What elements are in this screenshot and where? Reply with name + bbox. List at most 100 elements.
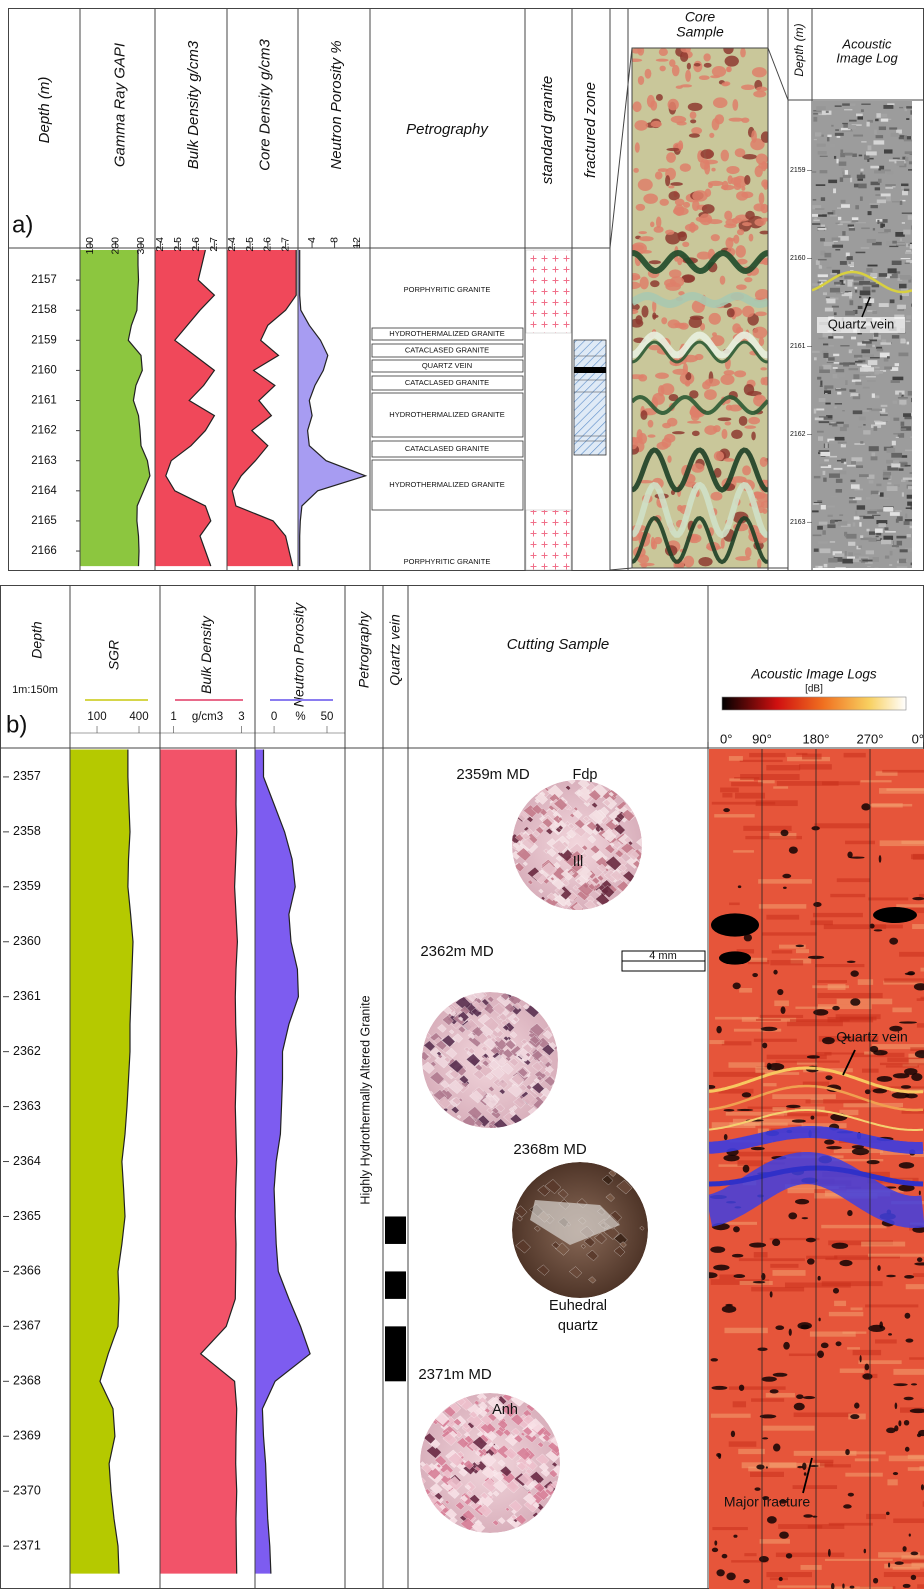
- acoustic-speck: [848, 500, 857, 504]
- core-vein: [632, 331, 768, 359]
- acoustic-speck: [813, 501, 823, 503]
- acoustic-speck: [878, 232, 889, 234]
- grain: [616, 812, 625, 821]
- acoustic-speck: [911, 412, 912, 417]
- acoustic-blob: [788, 1328, 792, 1336]
- acoustic-speck: [902, 156, 907, 160]
- acoustic-speck: [813, 566, 819, 568]
- grain: [502, 1428, 512, 1437]
- acoustic-streak: [828, 1240, 893, 1246]
- acoustic-speck: [837, 441, 847, 444]
- acoustic-blob: [802, 1462, 807, 1470]
- core-grain: [654, 171, 663, 180]
- acoustic-speck: [891, 260, 902, 265]
- acoustic-streak: [755, 800, 798, 807]
- acoustic-speck: [901, 185, 905, 190]
- depth-tick-label: 2161: [31, 395, 57, 407]
- core-vein: [632, 394, 768, 416]
- acoustic-speck: [885, 184, 896, 187]
- acoustic-streak: [814, 823, 871, 829]
- acoustic-speck: [848, 228, 856, 231]
- acoustic-speck: [867, 119, 874, 123]
- grain: [503, 1035, 509, 1042]
- acoustic-speck: [870, 204, 878, 209]
- scale-tick-label: 12: [351, 237, 363, 249]
- acoustic-blob: [904, 1274, 915, 1279]
- core-grain: [724, 421, 732, 426]
- grain: [587, 883, 596, 891]
- acoustic-streak: [909, 1357, 924, 1360]
- grain: [575, 878, 582, 884]
- acoustic-speck: [822, 364, 832, 370]
- core-grain: [744, 547, 752, 558]
- acoustic-streak: [721, 1041, 752, 1046]
- acoustic-blob: [914, 1050, 924, 1059]
- acoustic-speck: [849, 389, 856, 392]
- depth-tick-label: 2157: [31, 274, 57, 286]
- acoustic-speck: [819, 170, 828, 174]
- acoustic-streak: [743, 825, 792, 831]
- grain: [484, 1407, 491, 1414]
- acoustic-speck: [900, 421, 905, 426]
- acoustic-speck: [879, 492, 884, 497]
- acoustic-speck: [844, 109, 853, 111]
- core-grain: [710, 234, 720, 242]
- acoustic-speck: [911, 137, 912, 141]
- grain: [502, 1048, 514, 1059]
- core-grain: [667, 98, 679, 111]
- depth-tick-label: 2163: [790, 519, 806, 526]
- acoustic-streak: [885, 1065, 919, 1068]
- grain: [499, 1465, 512, 1477]
- grain: [610, 869, 623, 882]
- core-grain: [758, 192, 765, 205]
- depth-title: Depth (m): [792, 23, 806, 76]
- acoustic-speck: [890, 380, 900, 383]
- acoustic-speck: [859, 474, 869, 478]
- core-grain: [761, 179, 768, 188]
- acoustic-speck: [819, 548, 831, 554]
- colorbar: [721, 696, 907, 711]
- acoustic-blob: [737, 885, 742, 889]
- acoustic-blob: [752, 1280, 766, 1284]
- acoustic-streak: [766, 1572, 812, 1578]
- acoustic-speck: [875, 194, 886, 196]
- acoustic-speck: [858, 556, 869, 561]
- acoustic-speck: [820, 504, 826, 510]
- core-grain: [644, 68, 652, 79]
- acoustic-speck: [813, 475, 821, 479]
- acoustic-streak: [912, 853, 924, 860]
- acoustic-speck: [828, 357, 835, 361]
- core-grain: [703, 62, 712, 68]
- acoustic-blob: [769, 1389, 779, 1394]
- core-grain: [669, 59, 676, 67]
- grain: [532, 1502, 540, 1509]
- acoustic-speck: [857, 178, 864, 181]
- acoustic-blob: [903, 1419, 910, 1426]
- acoustic-speck: [892, 400, 898, 404]
- core-grain: [653, 536, 663, 545]
- depth-tick-label: 2363: [13, 1099, 41, 1113]
- acoustic-blob: [782, 886, 787, 890]
- quartz-vein-bar: [385, 1271, 406, 1299]
- core-grain: [655, 216, 662, 229]
- acoustic-speck: [878, 126, 887, 131]
- acoustic-speck: [822, 470, 826, 475]
- acoustic-speck: [865, 376, 876, 378]
- acoustic-speck: [907, 215, 912, 220]
- acoustic-blob: [903, 1396, 914, 1401]
- acoustic-blob: [765, 1466, 768, 1469]
- acoustic-speck: [834, 105, 842, 107]
- granite-fill: [525, 249, 572, 334]
- acoustic-speck: [832, 336, 844, 339]
- acoustic-streak: [843, 1102, 904, 1108]
- grain: [545, 827, 554, 835]
- acoustic-speck: [851, 457, 863, 462]
- acoustic-blob: [731, 1253, 744, 1258]
- acoustic-speck: [871, 452, 876, 457]
- core-grain: [743, 383, 755, 396]
- acoustic-speck: [828, 344, 834, 347]
- acoustic-blob: [710, 1246, 726, 1253]
- acoustic-streak: [827, 1017, 874, 1023]
- core-grain: [736, 258, 748, 265]
- acoustic-streak: [735, 792, 766, 799]
